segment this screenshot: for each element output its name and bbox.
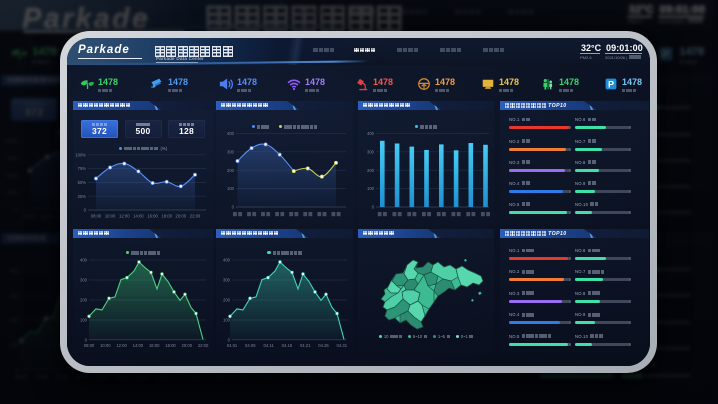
svg-text:22:00: 22:00 — [190, 214, 201, 219]
svg-text:200: 200 — [227, 168, 235, 173]
svg-text:75%: 75% — [7, 156, 18, 162]
svg-text:16:00: 16:00 — [149, 343, 160, 348]
svg-text:04.06: 04.06 — [245, 343, 256, 348]
svg-text:20:00: 20:00 — [176, 214, 187, 219]
svg-text:50%: 50% — [7, 173, 18, 179]
svg-text:12:00: 12:00 — [116, 343, 127, 348]
svg-text:50%: 50% — [78, 180, 87, 185]
svg-text:08:00: 08:00 — [91, 214, 102, 219]
svg-text:P: P — [608, 79, 614, 89]
svg-text:0: 0 — [372, 205, 375, 210]
svg-text:200: 200 — [80, 298, 88, 303]
svg-text:04.01: 04.01 — [191, 375, 204, 381]
svg-text:100: 100 — [223, 318, 231, 323]
svg-text:16:00: 16:00 — [95, 375, 108, 381]
svg-text:100: 100 — [80, 318, 88, 323]
svg-text:200: 200 — [367, 168, 375, 173]
svg-text:22:00: 22:00 — [156, 375, 169, 381]
svg-text:10:00: 10:00 — [41, 215, 54, 221]
svg-text:08:00: 08:00 — [84, 343, 95, 348]
svg-text:04.26: 04.26 — [304, 375, 317, 381]
svg-text:04.16: 04.16 — [259, 375, 272, 381]
svg-text:0: 0 — [228, 337, 231, 342]
svg-text:04.11: 04.11 — [237, 375, 250, 381]
svg-text:300: 300 — [10, 294, 19, 300]
svg-text:12:00: 12:00 — [55, 375, 68, 381]
svg-text:08:00: 08:00 — [23, 215, 36, 221]
svg-text:04.31: 04.31 — [327, 375, 340, 381]
svg-text:04.01: 04.01 — [227, 343, 238, 348]
svg-text:0: 0 — [15, 207, 18, 213]
svg-text:20:00: 20:00 — [182, 343, 193, 348]
svg-text:22:00: 22:00 — [198, 343, 209, 348]
svg-text:18:00: 18:00 — [161, 214, 172, 219]
svg-text:100: 100 — [10, 343, 19, 349]
svg-text:400: 400 — [10, 269, 19, 275]
svg-text:300: 300 — [227, 149, 235, 154]
svg-text:08:00: 08:00 — [15, 375, 28, 381]
svg-text:200: 200 — [10, 319, 19, 325]
svg-text:10:00: 10:00 — [100, 343, 111, 348]
svg-text:12:00: 12:00 — [119, 214, 130, 219]
svg-text:400: 400 — [223, 258, 231, 263]
svg-text:0: 0 — [232, 205, 235, 210]
svg-text:10:00: 10:00 — [105, 214, 116, 219]
svg-text:75%: 75% — [78, 166, 87, 171]
svg-text:14:00: 14:00 — [133, 214, 144, 219]
svg-text:300: 300 — [223, 278, 231, 283]
svg-text:16:00: 16:00 — [147, 214, 158, 219]
svg-text:04.11: 04.11 — [264, 343, 275, 348]
svg-text:300: 300 — [80, 278, 88, 283]
svg-text:14:00: 14:00 — [133, 343, 144, 348]
svg-text:300: 300 — [367, 149, 375, 154]
svg-text:18:00: 18:00 — [115, 375, 128, 381]
svg-text:100%: 100% — [75, 152, 86, 157]
svg-text:04.26: 04.26 — [318, 343, 329, 348]
svg-text:200: 200 — [223, 298, 231, 303]
svg-text:10:00: 10:00 — [35, 375, 48, 381]
svg-text:04.31: 04.31 — [337, 343, 348, 348]
svg-text:04.21: 04.21 — [300, 343, 311, 348]
svg-text:400: 400 — [367, 131, 375, 136]
svg-text:400: 400 — [80, 258, 88, 263]
svg-text:25%: 25% — [7, 190, 18, 196]
svg-text:0: 0 — [84, 208, 87, 213]
svg-text:18:00: 18:00 — [165, 343, 176, 348]
svg-text:04.21: 04.21 — [282, 375, 295, 381]
svg-text:20:00: 20:00 — [135, 375, 148, 381]
svg-text:100: 100 — [367, 186, 375, 191]
svg-text:14:00: 14:00 — [75, 375, 88, 381]
svg-text:25%: 25% — [78, 194, 87, 199]
svg-text:P: P — [662, 49, 670, 61]
svg-text:100%: 100% — [4, 139, 18, 145]
svg-text:04.16: 04.16 — [282, 343, 293, 348]
svg-text:100: 100 — [227, 186, 235, 191]
svg-text:0: 0 — [16, 368, 19, 374]
svg-text:400: 400 — [227, 131, 235, 136]
svg-text:04.06: 04.06 — [214, 375, 227, 381]
svg-text:0: 0 — [85, 337, 88, 342]
